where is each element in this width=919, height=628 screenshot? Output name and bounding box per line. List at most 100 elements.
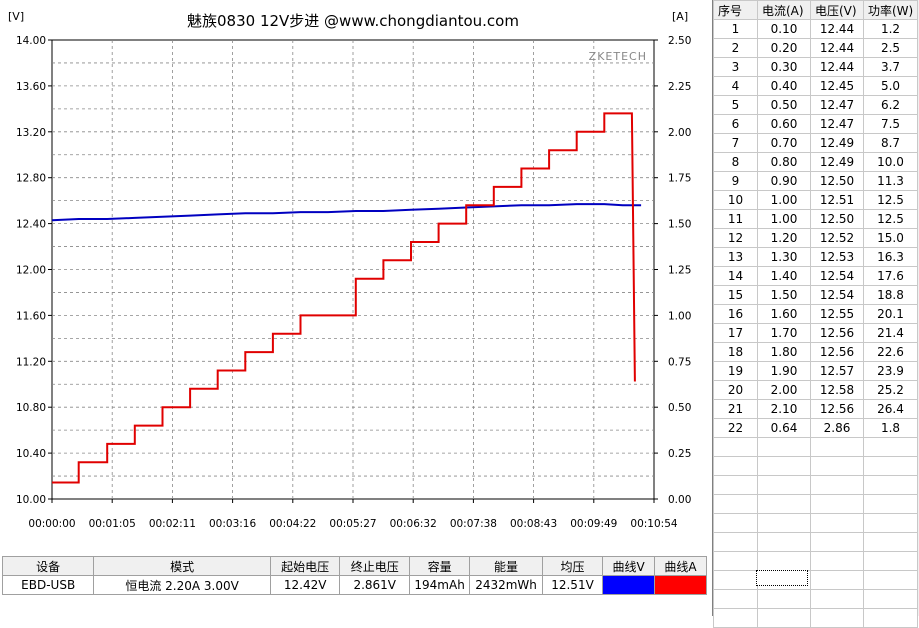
x-tick-label: 00:09:49 <box>570 518 617 530</box>
step-index: 17 <box>713 323 758 343</box>
curve-a-color-swatch[interactable] <box>654 575 707 595</box>
empty-cell <box>757 589 811 609</box>
empty-cell <box>757 513 811 533</box>
steps-header-index[interactable]: 序号 <box>713 0 758 20</box>
summary-mode: 恒电流 2.20A 3.00V <box>93 575 271 595</box>
left-tick-label: 13.60 <box>16 81 46 93</box>
curve-v-color-swatch[interactable] <box>602 575 656 595</box>
step-power: 12.5 <box>863 209 918 229</box>
steps-empty-row[interactable] <box>713 589 918 609</box>
step-voltage: 12.50 <box>810 209 864 229</box>
steps-row[interactable]: 8 0.80 12.49 10.0 <box>713 152 918 172</box>
step-current: 0.40 <box>757 76 811 96</box>
step-index: 22 <box>713 418 758 438</box>
step-power: 26.4 <box>863 399 918 419</box>
empty-cell <box>863 513 918 533</box>
steps-row[interactable]: 20 2.00 12.58 25.2 <box>713 380 918 400</box>
right-tick-label: 0.25 <box>668 448 691 460</box>
steps-row[interactable]: 18 1.80 12.56 22.6 <box>713 342 918 362</box>
x-tick-label: 00:07:38 <box>450 518 497 530</box>
focused-cell[interactable] <box>756 570 808 586</box>
steps-row[interactable]: 4 0.40 12.45 5.0 <box>713 76 918 96</box>
step-voltage: 12.47 <box>810 114 864 134</box>
steps-row[interactable]: 13 1.30 12.53 16.3 <box>713 247 918 267</box>
x-tick-label: 00:02:11 <box>149 518 196 530</box>
left-tick-label: 14.00 <box>16 35 46 47</box>
step-power: 16.3 <box>863 247 918 267</box>
steps-row[interactable]: 11 1.00 12.50 12.5 <box>713 209 918 229</box>
x-tick-label: 00:00:00 <box>28 518 75 530</box>
left-tick-label: 10.80 <box>16 402 46 414</box>
empty-cell <box>810 589 864 609</box>
steps-row[interactable]: 17 1.70 12.56 21.4 <box>713 323 918 343</box>
steps-header-current[interactable]: 电流(A) <box>757 0 811 20</box>
step-index: 11 <box>713 209 758 229</box>
summary-energy: 2432mWh <box>469 575 543 595</box>
steps-row[interactable]: 22 0.64 2.86 1.8 <box>713 418 918 438</box>
x-tick-label: 00:03:16 <box>209 518 256 530</box>
steps-empty-row[interactable] <box>713 608 918 628</box>
steps-row[interactable]: 10 1.00 12.51 12.5 <box>713 190 918 210</box>
step-current: 2.00 <box>757 380 811 400</box>
step-power: 18.8 <box>863 285 918 305</box>
steps-empty-row[interactable] <box>713 437 918 457</box>
steps-row[interactable]: 7 0.70 12.49 8.7 <box>713 133 918 153</box>
steps-row[interactable]: 14 1.40 12.54 17.6 <box>713 266 918 286</box>
left-tick-label: 12.80 <box>16 173 46 185</box>
steps-row[interactable]: 21 2.10 12.56 26.4 <box>713 399 918 419</box>
summary-header-mode: 模式 <box>93 556 271 576</box>
empty-cell <box>757 551 811 571</box>
steps-panel: 序号 电流(A) 电压(V) 功率(W) 1 0.10 12.44 1.2 2 0.20 1… <box>712 0 919 628</box>
chart-area: 魅族0830 12V步进 @www.chongdiantou.com [V] [… <box>8 10 692 530</box>
x-tick-label: 00:08:43 <box>510 518 557 530</box>
step-index: 4 <box>713 76 758 96</box>
steps-row[interactable]: 15 1.50 12.54 18.8 <box>713 285 918 305</box>
steps-row[interactable]: 5 0.50 12.47 6.2 <box>713 95 918 115</box>
summary-row: EBD-USB 恒电流 2.20A 3.00V 12.42V 2.861V 19… <box>1 575 707 595</box>
step-power: 25.2 <box>863 380 918 400</box>
steps-empty-row[interactable] <box>713 475 918 495</box>
left-tick-label: 10.00 <box>16 494 46 506</box>
steps-row[interactable]: 9 0.90 12.50 11.3 <box>713 171 918 191</box>
steps-row[interactable]: 12 1.20 12.52 15.0 <box>713 228 918 248</box>
summary-start-v: 12.42V <box>269 575 341 595</box>
steps-empty-row[interactable] <box>713 570 918 590</box>
step-current: 1.70 <box>757 323 811 343</box>
empty-cell <box>863 475 918 495</box>
step-index: 7 <box>713 133 758 153</box>
step-index: 14 <box>713 266 758 286</box>
steps-header-voltage[interactable]: 电压(V) <box>810 0 864 20</box>
steps-empty-row[interactable] <box>713 456 918 476</box>
steps-empty-row[interactable] <box>713 551 918 571</box>
empty-cell <box>863 589 918 609</box>
empty-cell <box>713 532 758 552</box>
empty-cell <box>810 456 864 476</box>
step-current: 0.30 <box>757 57 811 77</box>
step-voltage: 12.44 <box>810 38 864 58</box>
empty-cell <box>810 513 864 533</box>
empty-cell <box>713 475 758 495</box>
step-index: 5 <box>713 95 758 115</box>
right-tick-label: 2.25 <box>668 81 691 93</box>
empty-cell <box>810 437 864 457</box>
empty-cell <box>810 475 864 495</box>
step-current: 0.10 <box>757 19 811 39</box>
step-voltage: 12.58 <box>810 380 864 400</box>
summary-table: 设备 模式 起始电压 终止电压 容量 能量 均压 曲线V 曲线A EBD-USB… <box>1 556 707 595</box>
steps-empty-row[interactable] <box>713 532 918 552</box>
steps-header-power[interactable]: 功率(W) <box>863 0 918 20</box>
steps-row[interactable]: 1 0.10 12.44 1.2 <box>713 19 918 39</box>
steps-row[interactable]: 2 0.20 12.44 2.5 <box>713 38 918 58</box>
steps-row[interactable]: 19 1.90 12.57 23.9 <box>713 361 918 381</box>
right-tick-label: 2.50 <box>668 35 691 47</box>
step-index: 6 <box>713 114 758 134</box>
left-tick-label: 10.40 <box>16 448 46 460</box>
empty-cell <box>757 608 811 628</box>
steps-row[interactable]: 6 0.60 12.47 7.5 <box>713 114 918 134</box>
steps-row[interactable]: 3 0.30 12.44 3.7 <box>713 57 918 77</box>
steps-empty-row[interactable] <box>713 513 918 533</box>
left-tick-label: 11.60 <box>16 310 46 322</box>
steps-empty-row[interactable] <box>713 494 918 514</box>
step-current: 1.20 <box>757 228 811 248</box>
steps-row[interactable]: 16 1.60 12.55 20.1 <box>713 304 918 324</box>
